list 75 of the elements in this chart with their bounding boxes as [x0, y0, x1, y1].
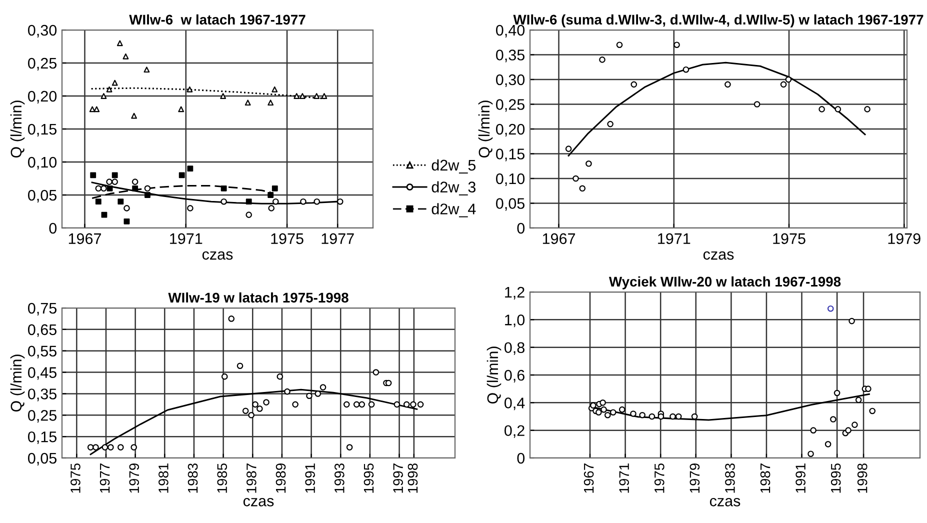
x-tick-label: 1971 — [658, 233, 690, 244]
x-tick-label: 1983 — [188, 463, 198, 493]
y-tick-label: 0,35 — [496, 50, 524, 62]
legend-label: d2w_4 — [432, 203, 476, 218]
x-axis-title: czas — [710, 498, 740, 506]
y-tick-label: 0,6 — [504, 370, 524, 382]
y-tick-label: 0,20 — [28, 90, 57, 104]
y-tick-label: 0,25 — [28, 410, 56, 423]
legend-label: d2w_5 — [432, 159, 476, 174]
x-tick-label: 1997 — [393, 464, 404, 493]
y-tick-label: 0,20 — [496, 124, 525, 136]
y-tick-label: 0,15 — [28, 431, 56, 444]
y-tick-label: 1,2 — [505, 286, 524, 300]
x-tick-label: 1979 — [888, 233, 920, 244]
y-tick-label: 0,10 — [496, 173, 525, 186]
x-tick-label: 1989 — [276, 464, 286, 493]
x-tick-label: 1987 — [246, 464, 256, 493]
y-tick-label: 0,15 — [496, 148, 524, 162]
chart-title: Wyciek WIlw-20 w latach 1967-1998 — [608, 276, 841, 290]
x-tick-label: 1983 — [725, 463, 735, 493]
x-tick-label: 1975 — [70, 463, 80, 493]
chart-title: WIlw-6 w latach 1967-1977 — [129, 14, 306, 25]
x-tick-label: 1998 — [408, 463, 418, 493]
y-tick-label: 0,30 — [496, 74, 525, 87]
y-tick-label: 0 — [517, 222, 525, 234]
y-tick-label: 0,10 — [28, 156, 57, 170]
x-tick-label: 1975 — [271, 233, 304, 244]
y-tick-label: 0,30 — [28, 24, 57, 38]
y-tick-label: 0,65 — [28, 324, 56, 337]
x-tick-label: 1979 — [690, 464, 700, 493]
y-tick-label: 1,0 — [505, 314, 525, 328]
x-tick-label: 1981 — [158, 464, 168, 493]
x-tick-label: 1977 — [100, 464, 110, 493]
x-tick-label: 1971 — [619, 464, 630, 493]
y-tick-label: 0,8 — [504, 342, 524, 355]
y-tick-label: 0,05 — [28, 190, 56, 202]
y-axis-title: Q (l/min) — [10, 100, 25, 158]
y-axis-title: Q (l/min) — [10, 354, 25, 412]
y-tick-label: 0,45 — [28, 367, 56, 380]
y-tick-label: 0,35 — [28, 388, 56, 402]
x-tick-label: 1985 — [217, 463, 228, 493]
y-tick-label: 0,4 — [504, 398, 525, 410]
x-tick-label: 1993 — [334, 463, 344, 493]
x-axis-title: czas — [703, 251, 734, 260]
x-tick-label: 1967 — [584, 464, 594, 493]
y-axis-title: Q (l/min) — [478, 100, 493, 158]
y-tick-label: 0,15 — [28, 124, 56, 136]
x-tick-label: 1977 — [322, 233, 354, 244]
y-tick-label: 0 — [517, 452, 525, 464]
legend-label: d2w_3 — [432, 181, 476, 196]
y-tick-label: 0,25 — [28, 58, 56, 70]
x-tick-label: 1987 — [760, 464, 770, 493]
x-tick-label: 1967 — [542, 233, 576, 244]
x-tick-label: 1971 — [170, 233, 202, 244]
y-tick-label: 0,25 — [496, 99, 524, 112]
x-tick-label: 1995 — [364, 463, 374, 493]
x-tick-label: 1979 — [129, 464, 140, 493]
x-tick-label: 1991 — [305, 464, 316, 493]
y-tick-label: 0,05 — [496, 198, 524, 211]
y-tick-label: 0,75 — [28, 302, 56, 316]
x-tick-label: 1975 — [773, 233, 806, 244]
x-axis-title: czas — [202, 251, 233, 260]
x-tick-label: 1991 — [796, 464, 806, 493]
y-tick-label: 0,40 — [496, 24, 525, 38]
y-tick-label: 0 — [49, 222, 57, 234]
chart-title: WIlw-19 w latach 1975-1998 — [168, 292, 348, 303]
y-tick-label: 0,55 — [28, 346, 56, 358]
x-tick-label: 1998 — [857, 463, 868, 493]
x-tick-label: 1975 — [654, 463, 664, 493]
x-axis-title: czas — [243, 498, 274, 506]
y-tick-label: 0,2 — [504, 425, 524, 438]
y-axis-title: Q (l/min) — [486, 346, 502, 404]
x-tick-label: 1967 — [68, 233, 101, 244]
x-tick-label: 1995 — [830, 463, 841, 493]
y-tick-label: 0,05 — [28, 452, 56, 466]
